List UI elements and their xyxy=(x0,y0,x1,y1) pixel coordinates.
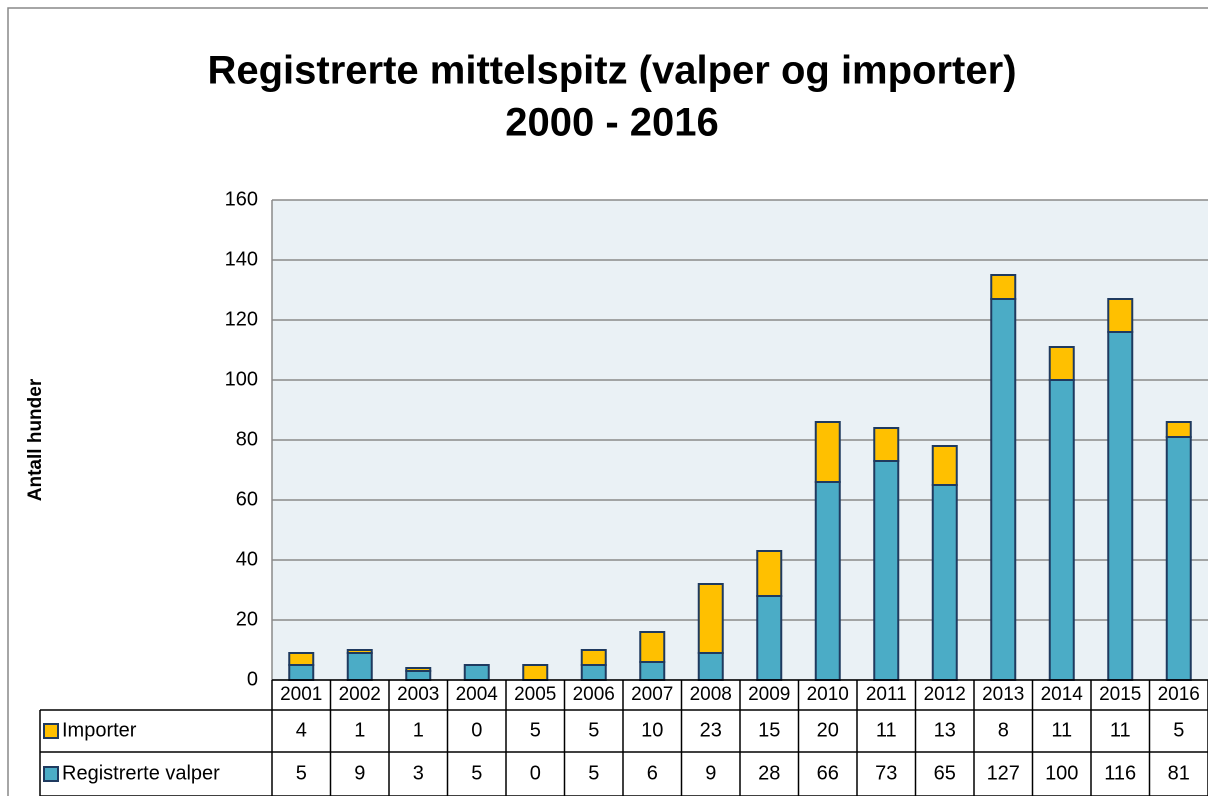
x-tick-label: 2008 xyxy=(690,684,732,705)
y-tick-label: 40 xyxy=(236,548,258,570)
bar-segment xyxy=(814,421,841,483)
bar-segment xyxy=(990,298,1017,681)
bar-segment xyxy=(639,661,666,681)
bar-segment xyxy=(639,631,666,663)
table-value: 9 xyxy=(705,762,716,784)
bar-segment xyxy=(580,664,607,681)
table-value: 4 xyxy=(296,719,307,741)
table-value: 5 xyxy=(1173,719,1184,741)
y-tick-label: 0 xyxy=(247,668,258,690)
table-value: 5 xyxy=(296,762,307,784)
table-value: 23 xyxy=(700,719,722,741)
table-value: 13 xyxy=(934,719,956,741)
y-axis-label: Antall hunder xyxy=(25,378,46,501)
table-value: 5 xyxy=(530,719,541,741)
x-tick-label: 2006 xyxy=(573,684,615,705)
x-tick-label: 2005 xyxy=(514,684,556,705)
legend-label: Registrerte valper xyxy=(62,762,220,784)
table-value: 81 xyxy=(1168,762,1190,784)
x-tick-label: 2012 xyxy=(924,684,966,705)
x-tick-label: 2004 xyxy=(456,684,499,705)
x-tick-label: 2009 xyxy=(748,684,790,705)
bar-segment xyxy=(580,649,607,666)
legend-key xyxy=(43,766,59,782)
bar-segment xyxy=(756,595,783,681)
table-value: 5 xyxy=(471,762,482,784)
y-tick-label: 140 xyxy=(225,248,258,270)
table-value: 127 xyxy=(987,762,1020,784)
bar-segment xyxy=(873,460,900,681)
chart-title: Registrerte mittelspitz (valper og impor… xyxy=(207,49,1016,93)
bar-segment xyxy=(931,445,958,486)
x-tick-label: 2007 xyxy=(631,684,673,705)
bar-segment xyxy=(1107,298,1134,333)
table-value: 5 xyxy=(588,762,599,784)
bar-segment xyxy=(931,484,958,681)
x-tick-label: 2015 xyxy=(1099,684,1141,705)
bar-segment xyxy=(405,667,432,672)
bar-segment xyxy=(405,670,432,681)
bar-segment xyxy=(697,652,724,681)
x-tick-label: 2011 xyxy=(866,684,907,705)
table-value: 66 xyxy=(817,762,839,784)
y-tick-label: 20 xyxy=(236,608,258,630)
table-value: 11 xyxy=(1051,719,1072,741)
x-tick-label: 2013 xyxy=(982,684,1024,705)
table-value: 5 xyxy=(588,719,599,741)
table-value: 65 xyxy=(934,762,956,784)
bar-segment xyxy=(1107,331,1134,681)
bar-segment xyxy=(288,652,315,666)
table-value: 1 xyxy=(354,719,365,741)
y-tick-label: 120 xyxy=(225,308,258,330)
bar-segment xyxy=(814,481,841,681)
bar-segment xyxy=(522,664,549,681)
table-value: 9 xyxy=(354,762,365,784)
y-tick-label: 60 xyxy=(236,488,258,510)
x-tick-label: 2003 xyxy=(397,684,439,705)
table-value: 8 xyxy=(998,719,1009,741)
x-tick-label: 2014 xyxy=(1041,684,1084,705)
table-value: 0 xyxy=(530,762,541,784)
table-value: 28 xyxy=(758,762,780,784)
bar-segment xyxy=(346,652,373,681)
table-value: 0 xyxy=(471,719,482,741)
bar-segment xyxy=(697,583,724,654)
x-tick-label: 2010 xyxy=(807,684,849,705)
chart-title: 2000 - 2016 xyxy=(505,101,719,145)
bar-segment xyxy=(756,550,783,597)
table-value: 73 xyxy=(875,762,897,784)
y-tick-label: 100 xyxy=(225,368,258,390)
bar-segment xyxy=(346,649,373,654)
table-value: 11 xyxy=(1110,719,1131,741)
table-value: 11 xyxy=(876,719,897,741)
table-value: 15 xyxy=(758,719,780,741)
bar-segment xyxy=(1165,436,1192,681)
y-tick-label: 80 xyxy=(236,428,258,450)
bar-segment xyxy=(990,274,1017,300)
table-value: 116 xyxy=(1104,762,1136,784)
x-tick-label: 2001 xyxy=(280,684,322,705)
legend-label: Importer xyxy=(62,719,137,741)
table-value: 1 xyxy=(413,719,424,741)
x-tick-label: 2016 xyxy=(1158,684,1200,705)
table-value: 20 xyxy=(817,719,839,741)
table-value: 3 xyxy=(413,762,424,784)
table-value: 10 xyxy=(641,719,663,741)
bar-segment xyxy=(463,664,490,681)
x-tick-label: 2002 xyxy=(339,684,381,705)
bar-segment xyxy=(288,664,315,681)
bar-segment xyxy=(1165,421,1192,438)
y-tick-label: 160 xyxy=(225,188,258,210)
legend-key xyxy=(43,723,59,739)
bar-segment xyxy=(873,427,900,462)
table-value: 6 xyxy=(647,762,658,784)
bar-segment xyxy=(1048,379,1075,681)
bar-segment xyxy=(1048,346,1075,381)
table-value: 100 xyxy=(1045,762,1078,784)
